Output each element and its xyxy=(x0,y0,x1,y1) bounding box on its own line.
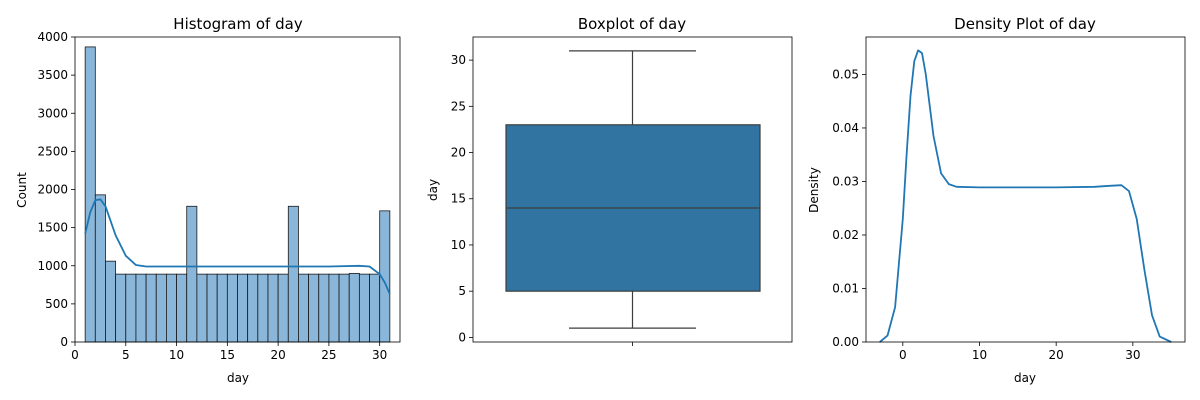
histogram-bar xyxy=(328,273,340,343)
density-xtick-label: 10 xyxy=(972,348,987,362)
density-ytick-label: 0.05 xyxy=(832,67,859,81)
boxplot-ytick-label: 10 xyxy=(451,238,466,252)
histogram-ytick-label: 0 xyxy=(60,335,68,349)
histogram-bar xyxy=(237,273,249,343)
histogram-ytick-label: 3500 xyxy=(37,68,68,82)
histogram-bar xyxy=(216,273,228,343)
histogram-bar xyxy=(257,273,269,343)
histogram-bar xyxy=(206,273,218,343)
histogram-bar xyxy=(338,273,350,343)
boxplot-ytick-label: 15 xyxy=(451,192,466,206)
histogram-bar xyxy=(125,273,137,343)
histogram-xtick-label: 20 xyxy=(270,348,285,362)
histogram-xtick-label: 10 xyxy=(169,348,184,362)
histogram-bar xyxy=(318,273,330,343)
density-line xyxy=(879,49,1172,343)
density-xlabel: day xyxy=(1014,371,1036,385)
density-ytick-label: 0.04 xyxy=(832,121,859,135)
histogram-xtick-label: 15 xyxy=(220,348,235,362)
density-ytick-label: 0.00 xyxy=(832,335,859,349)
histogram-ytick-label: 1000 xyxy=(37,259,68,273)
histogram-bar xyxy=(166,273,177,343)
density-ytick-label: 0.01 xyxy=(832,281,859,295)
histogram-title: Histogram of day xyxy=(173,15,303,33)
histogram-ytick-label: 2000 xyxy=(37,183,68,197)
density-xtick-label: 0 xyxy=(899,348,907,362)
density-ytick-label: 0.03 xyxy=(832,174,859,188)
density-title: Density Plot of day xyxy=(954,15,1096,33)
histogram-kde-line xyxy=(84,198,391,295)
boxplot-ytick-label: 5 xyxy=(458,284,466,298)
boxplot-ylabel: day xyxy=(426,179,440,201)
density-xtick-label: 20 xyxy=(1049,348,1064,362)
histogram-bar xyxy=(186,205,198,343)
histogram-bar xyxy=(176,273,188,343)
histogram-bar xyxy=(267,273,279,343)
histogram-bar xyxy=(145,273,157,343)
density-panel: Density Plot of day day Density 0 10 20 30 0… xyxy=(807,15,1186,385)
histogram-bar xyxy=(369,273,381,343)
histogram-ytick-label: 4000 xyxy=(37,30,68,44)
density-axes-frame xyxy=(865,36,1186,343)
histogram-bar xyxy=(105,260,117,343)
histogram-xtick-label: 0 xyxy=(71,348,79,362)
density-ytick-label: 0.02 xyxy=(832,228,859,242)
boxplot-ytick-label: 20 xyxy=(451,146,466,160)
histogram-bar xyxy=(287,205,299,343)
histogram-xlabel: day xyxy=(227,371,249,385)
histogram-bar xyxy=(155,273,167,343)
histogram-xtick-label: 5 xyxy=(122,348,130,362)
histogram-ylabel: Count xyxy=(15,172,29,208)
boxplot-ytick-label: 25 xyxy=(451,99,466,113)
histogram-bar xyxy=(135,273,147,343)
histogram-bar xyxy=(226,273,238,343)
histogram-bar xyxy=(277,273,289,343)
histogram-ytick-label: 500 xyxy=(45,297,68,311)
histogram-bar xyxy=(298,273,309,343)
histogram-xtick-label: 30 xyxy=(372,348,387,362)
histogram-ytick-label: 1500 xyxy=(37,221,68,235)
histogram-bar xyxy=(84,46,96,343)
histogram-bar xyxy=(115,273,127,343)
histogram-bar xyxy=(247,273,259,343)
boxplot-title: Boxplot of day xyxy=(578,15,686,33)
histogram-bar xyxy=(196,273,208,343)
density-ylabel: Density xyxy=(807,167,821,213)
histogram-bar xyxy=(348,272,360,343)
histogram-panel: Histogram of day day Count 0 5 10 15 20 25 300… xyxy=(15,15,401,385)
histogram-bar xyxy=(358,273,370,343)
histogram-ytick-label: 3000 xyxy=(37,106,68,120)
histogram-bar xyxy=(94,194,106,343)
histogram-ytick-label: 2500 xyxy=(37,144,68,158)
boxplot-ytick-label: 0 xyxy=(458,330,466,344)
histogram-xtick-label: 25 xyxy=(321,348,336,362)
boxplot-panel: Boxplot of day day 0 5 10 15 20 25 30 xyxy=(426,15,793,346)
histogram-bar xyxy=(308,273,320,343)
boxplot-ytick-label: 30 xyxy=(451,53,466,67)
density-xtick-label: 30 xyxy=(1125,348,1140,362)
